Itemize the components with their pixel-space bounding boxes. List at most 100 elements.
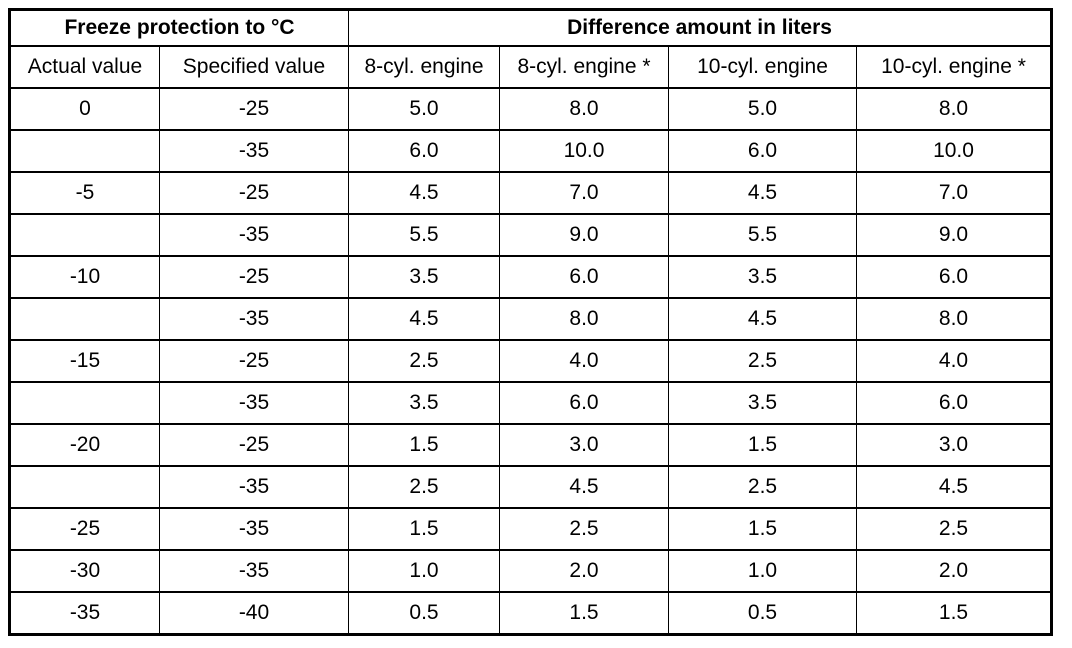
table-cell: 10.0 [855,129,1053,173]
table-cell: 8.0 [855,87,1053,131]
table-cell: 3.5 [348,255,500,299]
table-cell: 4.5 [348,297,500,341]
table-cell: 4.0 [499,339,669,383]
table-cell: 7.0 [855,171,1053,215]
table-cell: 2.5 [348,339,500,383]
table-cell: 1.5 [668,507,857,551]
table-row: -35 -40 0.5 1.5 0.5 1.5 [9,591,1053,636]
table-cell: -15 [9,339,160,383]
table-cell: 1.0 [348,549,500,593]
column-header-specified-value: Specified value [159,45,349,89]
table-cell: -35 [9,591,160,636]
table-cell: 1.5 [499,591,669,636]
table-cell: 5.5 [668,213,857,257]
table-cell: 3.5 [348,381,500,425]
table-cell: -40 [159,591,349,636]
table-row: -35 2.5 4.5 2.5 4.5 [9,465,1053,509]
table-cell: 7.0 [499,171,669,215]
table-cell: 9.0 [499,213,669,257]
table-cell: -25 [159,255,349,299]
table-cell: -35 [159,507,349,551]
table-cell: 0 [9,87,160,131]
table-cell: 1.0 [668,549,857,593]
table-cell: 8.0 [855,297,1053,341]
table-cell: 3.5 [668,255,857,299]
table-cell: -5 [9,171,160,215]
table-cell: 9.0 [855,213,1053,257]
table-row: -25 -35 1.5 2.5 1.5 2.5 [9,507,1053,551]
freeze-protection-table: Freeze protection to °C Difference amoun… [8,8,1054,636]
column-header-actual-value: Actual value [9,45,160,89]
table-cell: 0.5 [668,591,857,636]
table-cell: 6.0 [499,381,669,425]
table-body: 0 -25 5.0 8.0 5.0 8.0 -35 6.0 10.0 6.0 10.0 -5 -25 4.… [9,87,1053,636]
table-cell: 2.0 [855,549,1053,593]
table-cell: 1.5 [668,423,857,467]
group-header-row: Freeze protection to °C Difference amoun… [9,8,1053,47]
table-cell: -25 [159,423,349,467]
table-row: -35 4.5 8.0 4.5 8.0 [9,297,1053,341]
table-row: -35 3.5 6.0 3.5 6.0 [9,381,1053,425]
table-cell: 4.5 [668,171,857,215]
table-cell: 4.5 [855,465,1053,509]
table-cell: 1.5 [348,423,500,467]
table-cell: -35 [159,213,349,257]
table-cell: -25 [159,339,349,383]
table-cell: 2.5 [348,465,500,509]
table-row: -5 -25 4.5 7.0 4.5 7.0 [9,171,1053,215]
header-group-freeze-protection: Freeze protection to °C [9,8,349,47]
table-cell: -35 [159,129,349,173]
table-cell: -35 [159,465,349,509]
table-cell: 2.5 [668,339,857,383]
table-cell [9,381,160,425]
table-row: -10 -25 3.5 6.0 3.5 6.0 [9,255,1053,299]
column-header-10cyl-engine: 10-cyl. engine [668,45,857,89]
table-cell: -25 [159,87,349,131]
table-cell: 6.0 [348,129,500,173]
table-cell: 2.0 [499,549,669,593]
table-cell: -35 [159,549,349,593]
table-cell: 6.0 [668,129,857,173]
table-cell: 5.0 [348,87,500,131]
table-cell: 3.0 [499,423,669,467]
column-header-row: Actual value Specified value 8-cyl. engi… [9,45,1053,89]
table-cell: -10 [9,255,160,299]
table-cell: 2.5 [668,465,857,509]
table-row: 0 -25 5.0 8.0 5.0 8.0 [9,87,1053,131]
table-cell: 4.5 [348,171,500,215]
table-cell: -25 [9,507,160,551]
table-cell: 10.0 [499,129,669,173]
table-cell: -25 [159,171,349,215]
table-cell: 1.5 [855,591,1053,636]
table-cell: 5.0 [668,87,857,131]
table-cell: 8.0 [499,297,669,341]
column-header-10cyl-engine-star: 10-cyl. engine * [855,45,1053,89]
table-row: -35 5.5 9.0 5.5 9.0 [9,213,1053,257]
table-cell: 6.0 [855,255,1053,299]
table-row: -20 -25 1.5 3.0 1.5 3.0 [9,423,1053,467]
table-cell [9,213,160,257]
header-group-difference-amount: Difference amount in liters [347,8,1053,47]
table-cell: -20 [9,423,160,467]
table-cell [9,129,160,173]
table-cell: -35 [159,381,349,425]
table-cell: 5.5 [348,213,500,257]
table-cell: 0.5 [348,591,500,636]
table-cell: 1.5 [348,507,500,551]
table-cell: 4.5 [668,297,857,341]
table-cell: 6.0 [499,255,669,299]
table-cell: 4.5 [499,465,669,509]
table-cell: 8.0 [499,87,669,131]
table-cell: 2.5 [855,507,1053,551]
column-header-8cyl-engine-star: 8-cyl. engine * [499,45,669,89]
table-cell: 6.0 [855,381,1053,425]
table-cell: -35 [159,297,349,341]
table-row: -35 6.0 10.0 6.0 10.0 [9,129,1053,173]
table-cell: 4.0 [855,339,1053,383]
table-row: -30 -35 1.0 2.0 1.0 2.0 [9,549,1053,593]
table-cell [9,465,160,509]
table-cell: -30 [9,549,160,593]
table-cell [9,297,160,341]
table-cell: 3.0 [855,423,1053,467]
